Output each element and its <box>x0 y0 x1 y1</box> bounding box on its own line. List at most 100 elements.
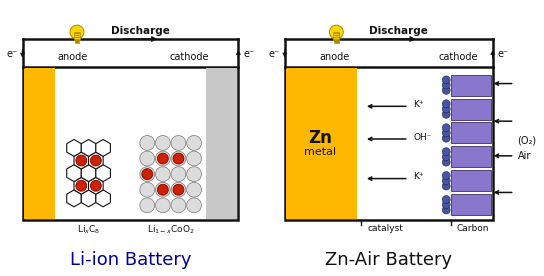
Circle shape <box>187 167 201 182</box>
Bar <box>23 68 55 219</box>
Text: e⁻: e⁻ <box>7 49 17 59</box>
Circle shape <box>187 182 201 197</box>
Bar <box>451 170 491 191</box>
Circle shape <box>157 184 168 195</box>
Text: anode: anode <box>57 52 87 62</box>
Circle shape <box>442 124 450 132</box>
Text: Li$_x$C$_8$: Li$_x$C$_8$ <box>77 223 100 236</box>
Circle shape <box>156 167 170 182</box>
Circle shape <box>442 172 450 179</box>
Text: e⁻: e⁻ <box>243 49 255 59</box>
Polygon shape <box>89 152 103 169</box>
Text: Carbon: Carbon <box>457 224 489 233</box>
Circle shape <box>90 155 101 166</box>
Circle shape <box>442 177 450 185</box>
Circle shape <box>442 134 450 142</box>
Circle shape <box>442 153 450 161</box>
Text: Zn: Zn <box>308 129 332 147</box>
Circle shape <box>442 206 450 214</box>
Circle shape <box>442 81 450 89</box>
Text: Air: Air <box>517 151 531 161</box>
Text: anode: anode <box>319 52 349 62</box>
Circle shape <box>140 198 154 213</box>
Circle shape <box>442 110 450 118</box>
Bar <box>22 67 238 220</box>
Circle shape <box>442 86 450 94</box>
Circle shape <box>171 167 186 182</box>
Circle shape <box>330 25 343 39</box>
Circle shape <box>442 148 450 156</box>
Circle shape <box>156 198 170 213</box>
Bar <box>451 75 491 95</box>
Polygon shape <box>96 190 110 207</box>
Circle shape <box>187 198 201 213</box>
Bar <box>451 123 491 144</box>
Bar <box>333 32 339 40</box>
Text: Li$_{1-x}$CoO$_2$: Li$_{1-x}$CoO$_2$ <box>147 223 195 236</box>
Circle shape <box>442 182 450 190</box>
Text: Li-ion Battery: Li-ion Battery <box>70 251 191 269</box>
Circle shape <box>187 136 201 150</box>
Circle shape <box>156 151 170 166</box>
Text: K⁺: K⁺ <box>413 100 424 109</box>
Circle shape <box>157 153 168 164</box>
Bar <box>74 32 80 40</box>
Bar <box>451 99 491 120</box>
Polygon shape <box>81 190 96 207</box>
Text: K⁺: K⁺ <box>413 172 424 181</box>
Polygon shape <box>96 139 110 156</box>
Text: Discharge: Discharge <box>111 26 170 36</box>
Bar <box>451 146 491 167</box>
Circle shape <box>442 201 450 209</box>
Polygon shape <box>96 165 110 182</box>
Bar <box>451 194 491 215</box>
Polygon shape <box>74 177 89 194</box>
Circle shape <box>442 129 450 137</box>
Bar <box>286 68 357 219</box>
Bar <box>206 68 237 219</box>
Circle shape <box>442 158 450 166</box>
Text: OH⁻: OH⁻ <box>413 132 432 142</box>
Circle shape <box>442 76 450 84</box>
Text: Zn-Air Battery: Zn-Air Battery <box>325 251 453 269</box>
Text: Discharge: Discharge <box>369 26 428 36</box>
Bar <box>75 39 79 43</box>
Text: e⁻: e⁻ <box>498 49 509 59</box>
Circle shape <box>187 151 201 166</box>
Circle shape <box>173 184 184 195</box>
Circle shape <box>76 155 86 166</box>
Text: cathode: cathode <box>438 52 478 62</box>
Circle shape <box>171 198 186 213</box>
Circle shape <box>171 136 186 150</box>
Text: catalyst: catalyst <box>368 224 404 233</box>
Bar <box>285 67 493 220</box>
Text: (O₂): (O₂) <box>517 136 536 146</box>
Polygon shape <box>67 190 81 207</box>
Circle shape <box>140 136 154 150</box>
Text: metal: metal <box>305 147 337 157</box>
Circle shape <box>90 180 101 191</box>
Circle shape <box>140 182 154 197</box>
Text: e⁻: e⁻ <box>269 49 280 59</box>
Polygon shape <box>74 152 89 169</box>
Circle shape <box>442 195 450 203</box>
Bar <box>334 39 339 43</box>
Circle shape <box>142 169 153 180</box>
Polygon shape <box>81 165 96 182</box>
Polygon shape <box>89 177 103 194</box>
Circle shape <box>442 105 450 113</box>
Circle shape <box>156 182 170 197</box>
Circle shape <box>70 25 84 39</box>
Polygon shape <box>67 165 81 182</box>
Circle shape <box>173 153 184 164</box>
Circle shape <box>156 136 170 150</box>
Circle shape <box>171 182 186 197</box>
Polygon shape <box>81 139 96 156</box>
Text: cathode: cathode <box>169 52 208 62</box>
Circle shape <box>76 180 86 191</box>
Circle shape <box>171 151 186 166</box>
Circle shape <box>442 100 450 108</box>
Polygon shape <box>67 139 81 156</box>
Circle shape <box>140 151 154 166</box>
Circle shape <box>140 167 154 182</box>
